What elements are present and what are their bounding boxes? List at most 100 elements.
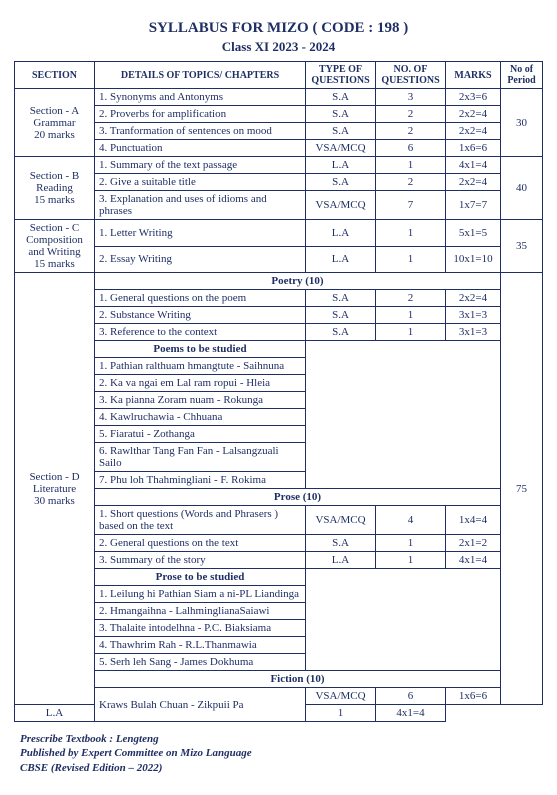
fiction-header: Fiction (10) — [95, 671, 501, 688]
h-type: TYPE OF QUESTIONS — [306, 62, 376, 89]
page-subtitle: Class XI 2023 - 2024 — [14, 39, 543, 55]
type-cell: S.A — [306, 535, 376, 552]
type-cell: S.A — [306, 123, 376, 140]
marks-cell: 2x2=4 — [446, 123, 501, 140]
prose-study-header: Prose to be studied — [95, 569, 306, 586]
type-cell: VSA/MCQ — [306, 688, 376, 705]
prose-header: Prose (10) — [95, 489, 501, 506]
detail-cell: 2. Proverbs for amplification — [95, 106, 306, 123]
table-row: 1. Short questions (Words and Phrasers )… — [15, 506, 543, 535]
type-cell: L.A — [306, 552, 376, 569]
qty-cell: 1 — [376, 220, 446, 247]
type-cell: S.A — [306, 290, 376, 307]
section-a-label: Section - A Grammar 20 marks — [15, 89, 95, 157]
type-cell: L.A — [306, 220, 376, 247]
type-cell: S.A — [306, 324, 376, 341]
table-row: 2. Essay Writing L.A 1 10x1=10 — [15, 246, 543, 273]
table-row: 3. Summary of the story L.A 1 4x1=4 — [15, 552, 543, 569]
detail-cell: 1. Short questions (Words and Phrasers )… — [95, 506, 306, 535]
poem-item: 2. Ka va ngai em Lal ram ropui - Hleia — [95, 375, 306, 392]
poetry-header: Poetry (10) — [95, 273, 501, 290]
type-cell: VSA/MCQ — [306, 191, 376, 220]
marks-cell: 2x2=4 — [446, 106, 501, 123]
prose-item: 1. Leilung hi Pathian Siam a ni-PL Liand… — [95, 586, 306, 603]
marks-cell: 2x2=4 — [446, 174, 501, 191]
marks-cell: 4x1=4 — [376, 705, 446, 722]
qty-cell: 1 — [306, 705, 376, 722]
syllabus-table: SECTION DETAILS OF TOPICS/ CHAPTERS TYPE… — [14, 61, 543, 722]
period-cell: 75 — [501, 273, 543, 705]
empty-cell — [306, 341, 501, 489]
qty-cell: 6 — [376, 688, 446, 705]
qty-cell: 4 — [376, 506, 446, 535]
marks-cell: 1x7=7 — [446, 191, 501, 220]
prose-study-header-row: Prose to be studied — [15, 569, 543, 586]
marks-cell: 4x1=4 — [446, 552, 501, 569]
qty-cell: 1 — [376, 157, 446, 174]
marks-cell: 4x1=4 — [446, 157, 501, 174]
footer-l3: CBSE (Revised Edition – 2022) — [20, 761, 543, 775]
h-period: No of Period — [501, 62, 543, 89]
detail-cell: 3. Summary of the story — [95, 552, 306, 569]
h-section: SECTION — [15, 62, 95, 89]
type-cell: S.A — [306, 307, 376, 324]
section-b-label: Section - B Reading 15 marks — [15, 157, 95, 220]
type-cell: S.A — [306, 106, 376, 123]
type-cell: L.A — [306, 246, 376, 273]
qty-cell: 1 — [376, 552, 446, 569]
table-row: 2. Substance Writing S.A 1 3x1=3 — [15, 307, 543, 324]
prose-item: 2. Hmangaihna - LalhminglianaSaiawi — [95, 603, 306, 620]
qty-cell: 2 — [376, 290, 446, 307]
qty-cell: 2 — [376, 123, 446, 140]
detail-cell: 1. Letter Writing — [95, 220, 306, 247]
section-d-label: Section - D Literature 30 marks — [15, 273, 95, 705]
type-cell: L.A — [306, 157, 376, 174]
detail-cell: 1. Synonyms and Antonyms — [95, 89, 306, 106]
h-qty: NO. OF QUESTIONS — [376, 62, 446, 89]
detail-cell: 3. Reference to the context — [95, 324, 306, 341]
qty-cell: 2 — [376, 106, 446, 123]
detail-cell: 2. General questions on the text — [95, 535, 306, 552]
qty-cell: 1 — [376, 535, 446, 552]
table-row: Kraws Bulah Chuan - Zikpuii Pa VSA/MCQ 6… — [15, 688, 543, 705]
detail-cell: 3. Tranformation of sentences on mood — [95, 123, 306, 140]
prose-item: 5. Serh leh Sang - James Dokhuma — [95, 654, 306, 671]
table-row: Section - B Reading 15 marks 1. Summary … — [15, 157, 543, 174]
table-row: Section - A Grammar 20 marks 1. Synonyms… — [15, 89, 543, 106]
empty-cell — [306, 569, 501, 671]
detail-cell: 3. Explanation and uses of idioms and ph… — [95, 191, 306, 220]
type-cell: VSA/MCQ — [306, 506, 376, 535]
fiction-header-row: Fiction (10) — [15, 671, 543, 688]
table-row: 2. Give a suitable title S.A 2 2x2=4 — [15, 174, 543, 191]
qty-cell: 1 — [376, 246, 446, 273]
footer-l2: Published by Expert Committee on Mizo La… — [20, 746, 543, 760]
poems-header: Poems to be studied — [95, 341, 306, 358]
table-row: 3. Explanation and uses of idioms and ph… — [15, 191, 543, 220]
marks-cell: 10x1=10 — [446, 246, 501, 273]
marks-cell: 1x6=6 — [446, 140, 501, 157]
prose-item: 3. Thalaite intodelhna - P.C. Biaksiama — [95, 620, 306, 637]
detail-cell: 1. General questions on the poem — [95, 290, 306, 307]
type-cell: VSA/MCQ — [306, 140, 376, 157]
table-row: 2. Proverbs for amplification S.A 2 2x2=… — [15, 106, 543, 123]
table-row: 3. Reference to the context S.A 1 3x1=3 — [15, 324, 543, 341]
page-title: SYLLABUS FOR MIZO ( CODE : 198 ) — [14, 20, 543, 37]
type-cell: L.A — [15, 705, 95, 722]
footer: Prescribe Textbook : Lengteng Published … — [14, 732, 543, 775]
table-row: 4. Punctuation VSA/MCQ 6 1x6=6 — [15, 140, 543, 157]
footer-l1: Prescribe Textbook : Lengteng — [20, 732, 543, 746]
prose-item: 4. Thawhrim Rah - R.L.Thanmawia — [95, 637, 306, 654]
header-row: SECTION DETAILS OF TOPICS/ CHAPTERS TYPE… — [15, 62, 543, 89]
detail-cell: 4. Punctuation — [95, 140, 306, 157]
detail-cell: 2. Essay Writing — [95, 246, 306, 273]
qty-cell: 7 — [376, 191, 446, 220]
marks-cell: 3x1=3 — [446, 324, 501, 341]
qty-cell: 2 — [376, 174, 446, 191]
type-cell: S.A — [306, 174, 376, 191]
poem-item: 7. Phu loh Thahmingliani - F. Rokima — [95, 472, 306, 489]
qty-cell: 6 — [376, 140, 446, 157]
detail-cell: 2. Give a suitable title — [95, 174, 306, 191]
period-cell: 30 — [501, 89, 543, 157]
type-cell: S.A — [306, 89, 376, 106]
qty-cell: 3 — [376, 89, 446, 106]
